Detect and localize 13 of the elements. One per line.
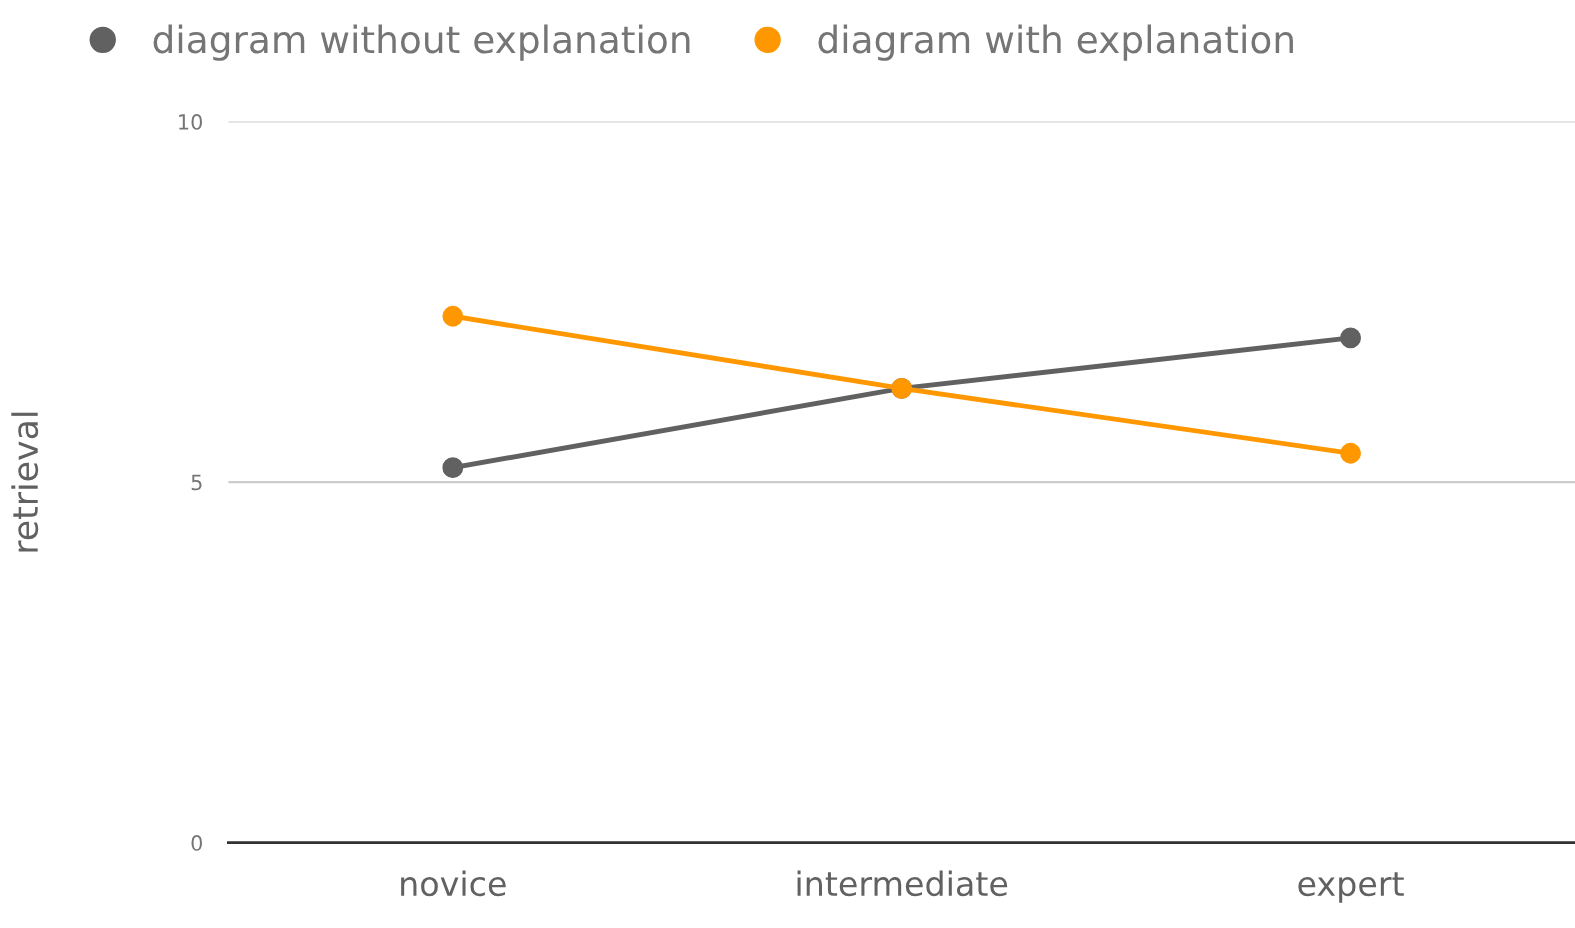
- point: [1340, 327, 1361, 349]
- legend-label: diagram with explanation: [818, 24, 1293, 61]
- x-tick-label: novice: [401, 870, 506, 897]
- y-axis-title: retrieval: [11, 412, 39, 552]
- legend-label: diagram without explanation: [153, 24, 690, 61]
- point: [1340, 442, 1361, 464]
- y-tick-label: 10: [179, 114, 202, 130]
- x-tick-label: intermediate: [797, 870, 1008, 897]
- point: [442, 305, 464, 327]
- y-tick-label: 5: [191, 474, 202, 491]
- y-tick-label: 0: [191, 835, 202, 851]
- x-tick-label: expert: [1298, 872, 1404, 903]
- point: [442, 457, 464, 479]
